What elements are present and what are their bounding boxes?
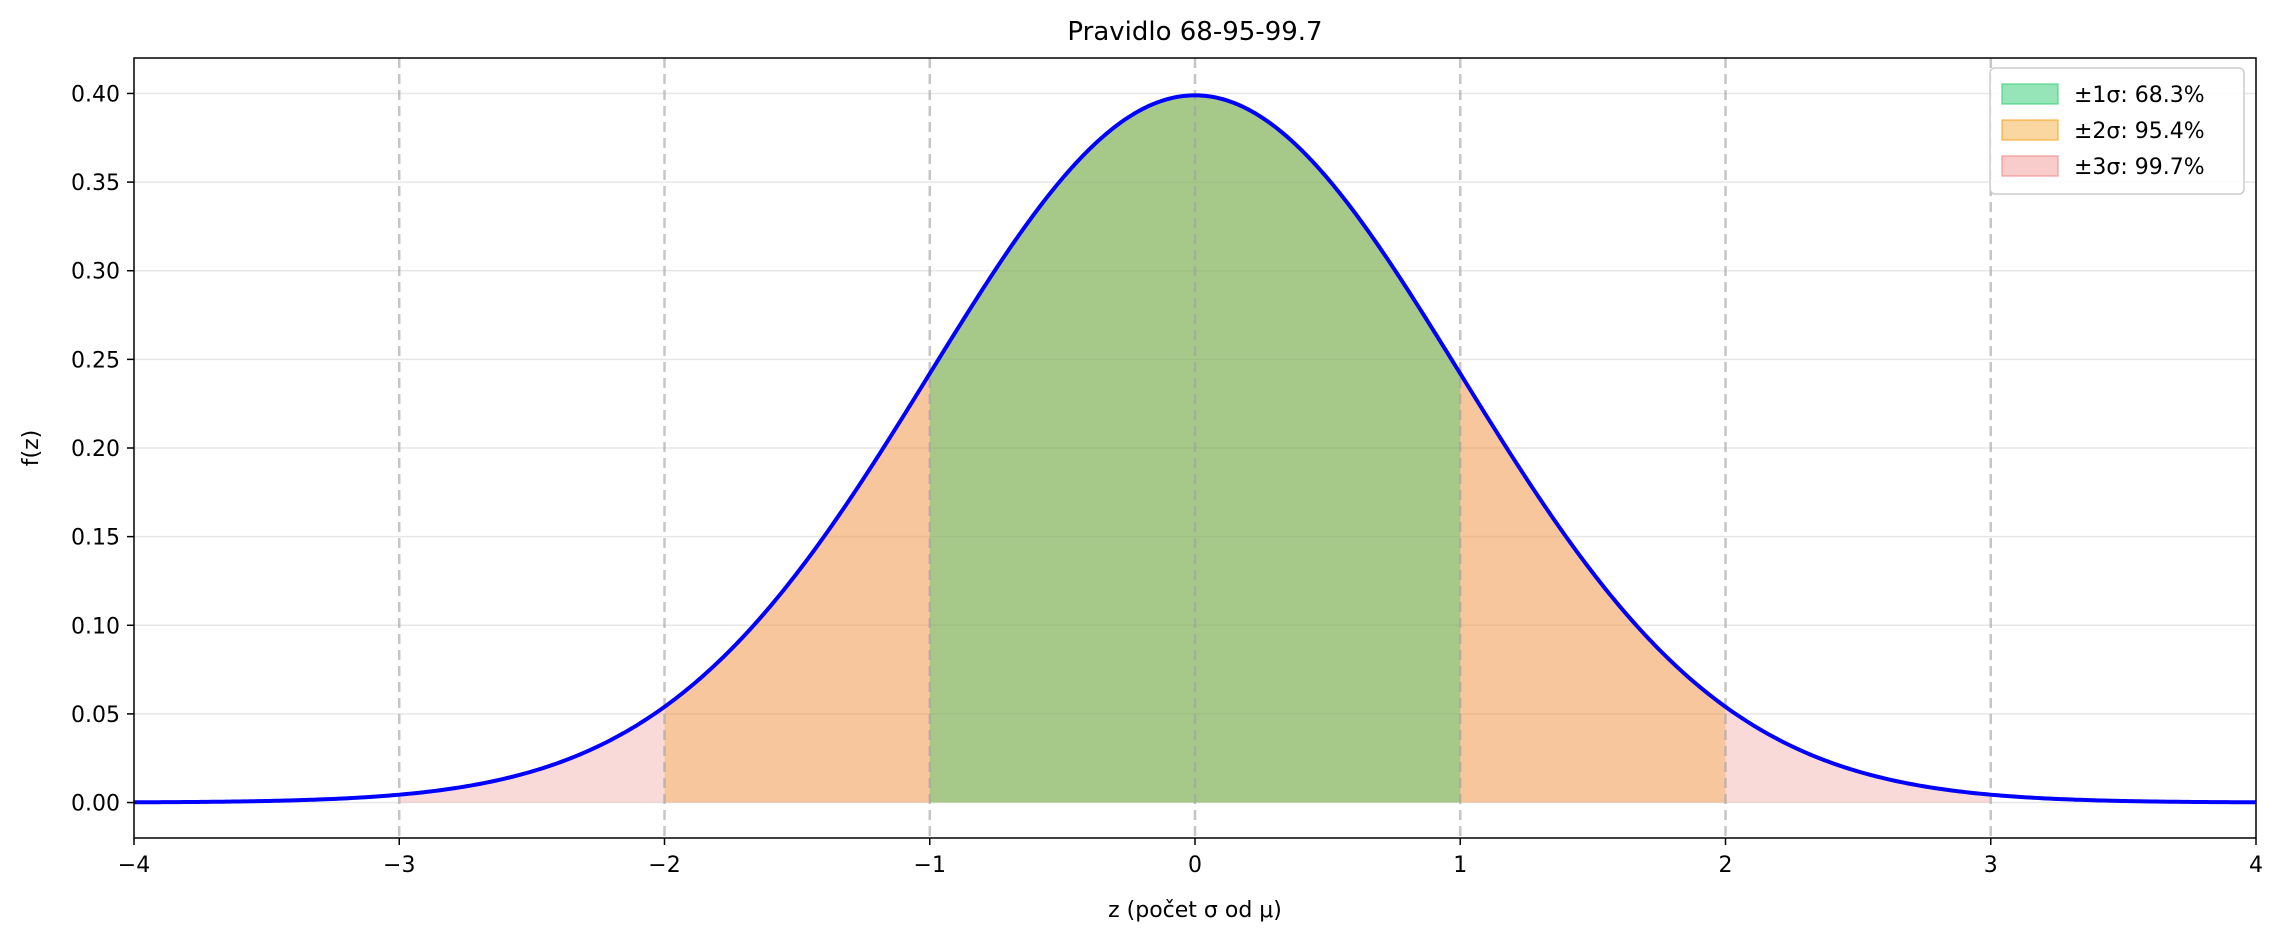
x-tick-label: 4 (2249, 853, 2263, 878)
legend: ±1σ: 68.3% ±2σ: 95.4% ±3σ: 99.7% (1989, 67, 2245, 195)
y-tick-label: 0.40 (71, 82, 120, 107)
y-tick-label: 0.25 (71, 348, 120, 373)
y-tick-label: 0.35 (71, 171, 120, 196)
y-tick-label: 0.00 (71, 792, 120, 817)
chart-title: Pravidlo 68-95-99.7 (1067, 17, 1322, 47)
legend-swatch (2001, 155, 2059, 177)
x-tick-label: 0 (1188, 853, 1202, 878)
legend-swatch (2001, 83, 2059, 105)
legend-swatch (2001, 119, 2059, 141)
x-tick-label: −3 (383, 853, 415, 878)
x-tick-label: −2 (648, 853, 680, 878)
x-axis-label: z (počet σ od μ) (1108, 898, 1282, 923)
y-axis-label: f(z) (19, 430, 44, 466)
y-tick-label: 0.20 (71, 437, 120, 462)
y-tick-label: 0.10 (71, 614, 120, 639)
x-axis-ticks: −4 −3 −2 −1 0 1 2 3 4 (118, 838, 2263, 878)
legend-entry-label: ±3σ: 99.7% (2074, 155, 2205, 180)
x-tick-label: 2 (1719, 853, 1733, 878)
legend-entry-label: ±1σ: 68.3% (2074, 83, 2205, 108)
x-tick-label: −4 (118, 853, 150, 878)
x-tick-label: 1 (1453, 853, 1467, 878)
y-tick-label: 0.05 (71, 703, 120, 728)
pdf-curve (133, 93, 2257, 805)
legend-entry-label: ±2σ: 95.4% (2074, 119, 2205, 144)
x-tick-label: 3 (1984, 853, 1998, 878)
y-axis-ticks: 0.00 0.05 0.10 0.15 0.20 0.25 0.30 0.35 0.40 (71, 82, 134, 817)
x-tick-label: −1 (914, 853, 946, 878)
curve-layer (133, 93, 2257, 805)
y-tick-label: 0.30 (71, 260, 120, 285)
y-tick-label: 0.15 (71, 526, 120, 551)
